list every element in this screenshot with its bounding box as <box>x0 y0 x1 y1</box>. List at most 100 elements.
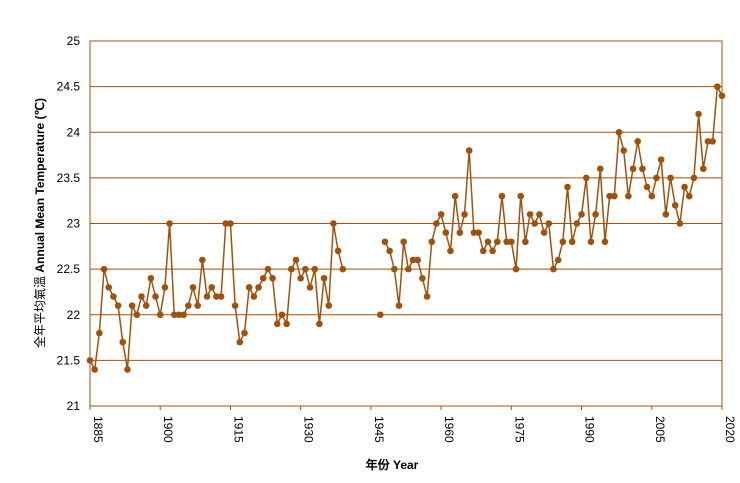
data-point <box>498 192 506 200</box>
data-point <box>86 357 94 364</box>
data-point <box>442 229 450 236</box>
data-point <box>648 192 656 200</box>
y-tick-label: 21.5 <box>57 353 81 367</box>
data-point <box>306 284 314 291</box>
data-point <box>568 238 576 246</box>
data-point <box>545 220 553 227</box>
data-point <box>381 238 389 246</box>
data-point <box>685 192 693 200</box>
data-point <box>629 165 637 173</box>
x-tick-label: 1885 <box>91 416 105 443</box>
data-point <box>156 311 164 319</box>
data-point <box>643 183 651 191</box>
data-point <box>615 128 623 136</box>
y-tick-label: 22 <box>67 308 81 322</box>
data-point <box>236 338 244 346</box>
svg-text:全年平均氣溫 Annual Mean Temperature: 全年平均氣溫 Annual Mean Temperature (℃) <box>32 98 47 348</box>
x-tick-label: 2020 <box>723 416 737 443</box>
data-point <box>465 147 473 154</box>
data-point <box>395 302 403 309</box>
data-point <box>606 192 613 200</box>
data-point <box>667 174 674 182</box>
data-point <box>517 192 524 200</box>
data-point <box>166 220 173 227</box>
data-point <box>147 274 155 282</box>
x-axis-title: 年份 Year <box>366 457 419 472</box>
data-point <box>185 302 192 309</box>
data-point <box>536 211 543 218</box>
data-point <box>437 211 445 218</box>
x-axis-tick-labels: 1885 1900 1915 1930 1945 1960 1975 1990 2005 2020 <box>89 406 737 443</box>
y-tick-label: 24 <box>67 125 81 139</box>
data-point <box>522 238 529 246</box>
data-point <box>470 229 478 236</box>
data-point <box>718 92 726 100</box>
data-point <box>259 274 267 282</box>
data-point <box>208 284 216 291</box>
data-point <box>170 311 178 319</box>
x-tick-label: 1975 <box>512 416 526 443</box>
data-point <box>213 293 220 300</box>
data-point <box>288 265 295 273</box>
data-point <box>657 156 665 163</box>
horizontal-gridlines <box>90 86 722 361</box>
data-point <box>222 220 230 227</box>
data-point <box>681 183 688 191</box>
data-point <box>699 165 707 173</box>
data-point <box>564 183 571 191</box>
data-point <box>203 293 211 300</box>
data-point <box>489 247 496 255</box>
y-axis-title-en-text: Annual Mean Temperature (℃) <box>33 98 47 273</box>
x-tick-label: 1945 <box>372 416 386 443</box>
data-point <box>133 311 141 319</box>
data-point <box>255 284 262 291</box>
data-point <box>241 329 248 337</box>
data-point <box>671 201 679 209</box>
data-point <box>217 293 225 300</box>
y-tick-label: 22.5 <box>57 262 81 276</box>
data-point <box>320 274 328 282</box>
data-point <box>138 293 145 300</box>
data-point <box>330 220 337 227</box>
data-point <box>578 211 585 218</box>
data-point <box>400 238 407 246</box>
data-point <box>512 265 520 273</box>
data-point <box>690 174 698 182</box>
data-point <box>269 274 276 282</box>
x-tick-label: 2005 <box>653 416 667 443</box>
data-point <box>695 110 702 118</box>
data-point <box>390 265 398 273</box>
data-point <box>573 220 581 227</box>
data-point <box>592 211 599 218</box>
data-point <box>634 138 642 145</box>
data-point <box>152 293 159 300</box>
data-point <box>325 302 333 309</box>
data-point <box>550 265 557 273</box>
data-point <box>554 256 562 264</box>
x-tick-label: 1960 <box>442 416 456 443</box>
y-tick-label: 24.5 <box>57 80 81 94</box>
data-point <box>475 229 482 236</box>
data-point <box>273 320 281 328</box>
y-tick-label: 21 <box>67 399 81 413</box>
data-point <box>264 265 272 273</box>
data-point <box>596 165 604 173</box>
data-point <box>531 220 539 227</box>
data-point <box>161 284 169 291</box>
data-point <box>601 238 609 246</box>
data-point <box>96 329 103 337</box>
data-point <box>316 320 323 328</box>
data-point <box>662 211 670 218</box>
data-point <box>653 174 660 182</box>
data-point <box>175 311 183 319</box>
data-point <box>194 302 201 309</box>
data-point <box>409 256 417 264</box>
data-point <box>484 238 492 246</box>
data-point <box>278 311 286 319</box>
data-point <box>119 338 127 346</box>
data-point <box>493 238 501 246</box>
data-point <box>128 302 136 309</box>
data-point <box>611 192 618 200</box>
data-point <box>105 284 113 291</box>
data-point <box>479 247 487 255</box>
